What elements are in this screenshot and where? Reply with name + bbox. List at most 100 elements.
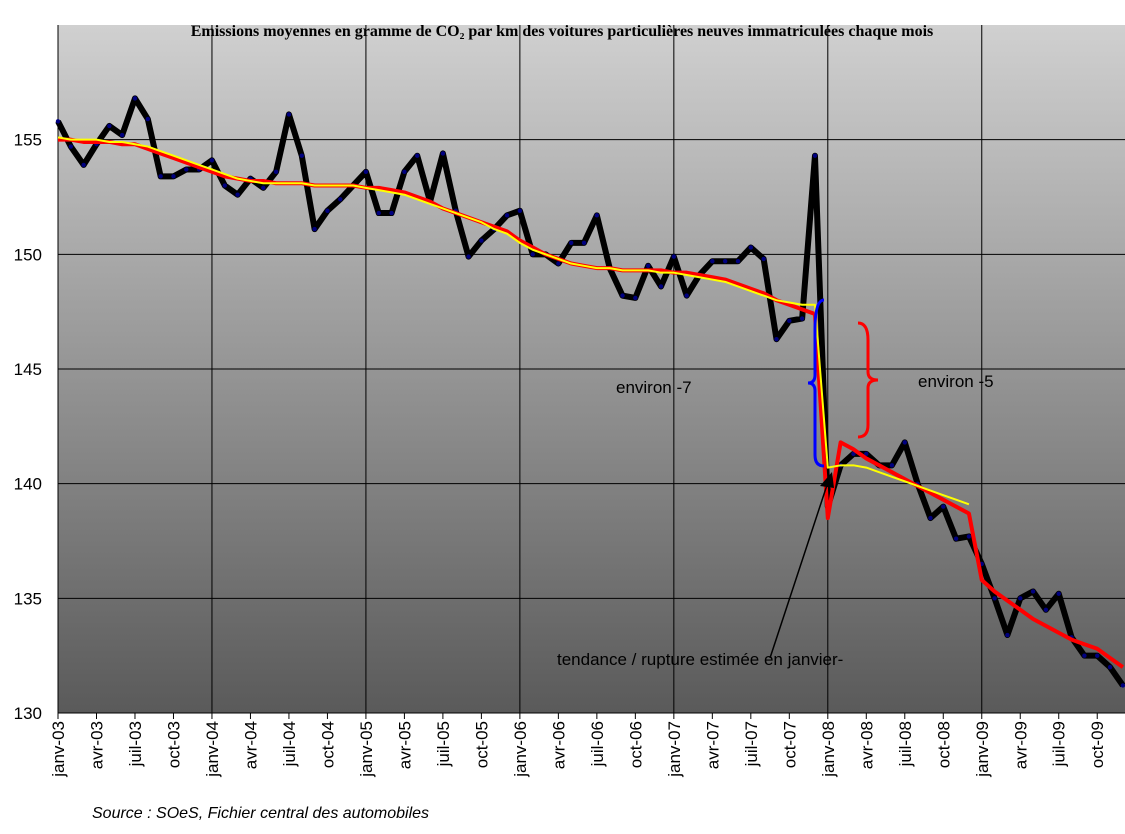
- x-tick-label: oct-08: [934, 721, 953, 768]
- point: [1005, 632, 1010, 638]
- point: [158, 174, 163, 179]
- x-tick-label: avr-08: [857, 721, 876, 769]
- point: [1056, 591, 1061, 596]
- point: [68, 144, 74, 149]
- point: [415, 153, 420, 158]
- annotations: environ -7 environ -5 tendance / rupture…: [557, 298, 994, 669]
- point: [864, 451, 869, 457]
- point: [645, 263, 651, 268]
- point: [671, 254, 677, 259]
- point: [479, 238, 484, 243]
- x-tick-label: juil-06: [588, 721, 607, 767]
- x-tick-label: juil-03: [126, 721, 145, 767]
- y-tick-label: 155: [14, 131, 42, 150]
- point: [261, 185, 266, 191]
- point: [184, 167, 189, 172]
- point: [107, 123, 112, 129]
- point: [132, 96, 138, 101]
- point: [299, 153, 304, 158]
- x-tick-label: juil-08: [896, 721, 915, 767]
- point: [325, 208, 330, 213]
- x-tick-label: oct-09: [1088, 721, 1107, 768]
- x-tick-label: janv-03: [49, 721, 68, 778]
- chart-title: Emissions moyennes en gramme de CO₂ par …: [191, 23, 934, 40]
- point: [748, 245, 754, 250]
- x-tick-label: avr-03: [87, 721, 106, 769]
- x-tick-label: janv-06: [511, 721, 530, 778]
- point: [992, 596, 997, 601]
- point: [235, 192, 240, 197]
- x-tick-label: oct-07: [780, 721, 799, 768]
- x-tick-label: oct-03: [164, 721, 183, 768]
- point: [338, 197, 343, 202]
- point: [1095, 653, 1100, 658]
- point: [530, 252, 535, 257]
- point: [389, 210, 394, 216]
- point: [735, 259, 741, 264]
- y-tick-label: 130: [14, 704, 42, 723]
- point: [55, 119, 61, 124]
- x-tick-label: janv-09: [973, 721, 992, 778]
- point: [1107, 664, 1113, 670]
- point: [928, 515, 933, 521]
- point: [684, 293, 689, 298]
- point: [145, 116, 151, 122]
- point: [363, 169, 369, 174]
- x-tick-label: oct-04: [318, 721, 337, 768]
- point: [222, 183, 227, 188]
- point: [722, 259, 728, 264]
- point: [1018, 596, 1023, 601]
- x-tick-label: janv-04: [203, 721, 222, 778]
- point: [273, 169, 279, 174]
- point: [812, 153, 818, 158]
- point: [402, 169, 407, 174]
- point: [504, 213, 510, 218]
- point: [710, 259, 715, 264]
- x-tick-label: oct-05: [472, 721, 491, 768]
- annotation: environ -7: [616, 378, 692, 397]
- x-tick-label: juil-05: [434, 721, 453, 767]
- x-tick-label: juil-04: [280, 721, 299, 767]
- x-tick-label: janv-05: [357, 721, 376, 778]
- red-brace: [857, 321, 879, 439]
- point: [658, 284, 664, 289]
- point: [517, 208, 523, 213]
- annotation: tendance / rupture estimée en janvier-: [557, 650, 843, 669]
- x-tick-label: oct-06: [626, 721, 645, 768]
- annotation: environ -5: [918, 372, 994, 391]
- y-tick-label: 140: [14, 475, 42, 494]
- x-tick-label: avr-05: [395, 721, 414, 769]
- point: [966, 534, 972, 539]
- point: [851, 451, 856, 457]
- point: [594, 213, 600, 218]
- point: [171, 174, 176, 179]
- x-tick-label: juil-09: [1050, 721, 1069, 767]
- point: [774, 336, 779, 342]
- point: [761, 256, 766, 262]
- point: [902, 440, 907, 445]
- point: [286, 112, 292, 117]
- x-tick-label: juil-07: [742, 721, 761, 767]
- source: Source : SOeS, Fichier central des autom…: [92, 805, 429, 822]
- point: [633, 295, 638, 301]
- point: [466, 254, 471, 259]
- point: [941, 504, 946, 509]
- point: [1082, 653, 1087, 658]
- point: [1043, 607, 1049, 612]
- point: [1120, 683, 1125, 688]
- point: [889, 463, 895, 468]
- x-tick-label: avr-09: [1011, 721, 1030, 769]
- point: [581, 240, 587, 246]
- point: [799, 316, 805, 321]
- x-tick-label: avr-07: [703, 721, 722, 769]
- arrow-line: [769, 481, 829, 659]
- blue-brace: [807, 298, 825, 468]
- series-line: [55, 95, 1125, 688]
- point: [119, 132, 125, 138]
- point: [787, 318, 792, 324]
- point: [440, 151, 446, 156]
- y-tick-label: 150: [14, 245, 42, 264]
- x-tick-label: avr-04: [241, 721, 260, 769]
- point: [620, 293, 625, 298]
